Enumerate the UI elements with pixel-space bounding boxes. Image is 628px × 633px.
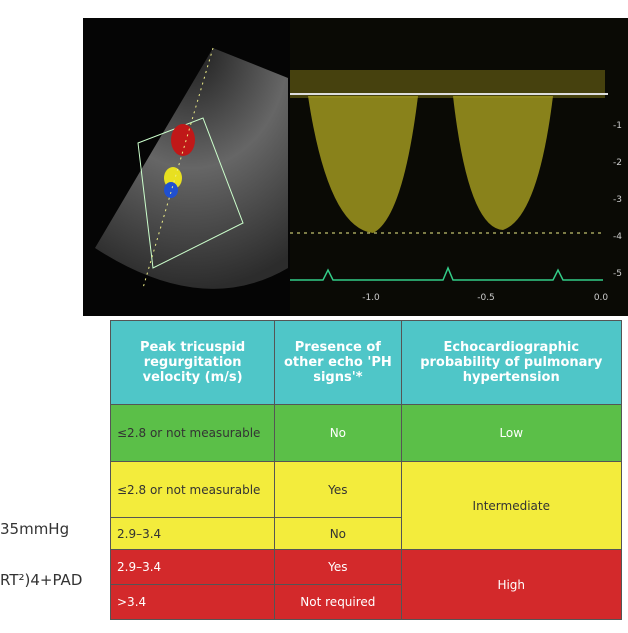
- ecg-trace: [290, 266, 603, 281]
- doppler-envelope: [308, 96, 418, 233]
- echo-label: 0.0: [594, 293, 609, 303]
- echo-label: -0.5: [477, 293, 495, 303]
- echo-label: -3: [613, 195, 622, 205]
- echo-label: -5: [613, 269, 622, 279]
- echo-label: -1: [613, 121, 622, 131]
- cell: ≤2.8 or not measurable: [109, 404, 276, 462]
- cell: Low: [400, 404, 623, 462]
- header-cell: Presence of other echo 'PH signs'*: [274, 320, 402, 405]
- cell: >3.4: [109, 584, 276, 620]
- echo-sector: [95, 48, 288, 289]
- cell: No: [274, 517, 402, 550]
- echo-label: -2: [613, 158, 622, 168]
- doppler-envelope: [453, 96, 553, 230]
- echo-label: -1.0: [362, 293, 380, 303]
- cell: ≤2.8 or not measurable: [109, 461, 276, 518]
- cell: No: [274, 404, 402, 462]
- color-flow: [171, 124, 195, 156]
- cell: 2.9–3.4: [109, 549, 276, 585]
- echo-image: -1 -2 -3 -4 -5 -1.0 -0.5 0.0: [83, 18, 628, 316]
- cell: Yes: [274, 461, 402, 518]
- cell: Yes: [274, 549, 402, 585]
- header-cell: Peak tricuspid regurgitation velocity (m…: [109, 320, 276, 405]
- cell: Intermediate: [400, 461, 623, 550]
- header-cell: Echocardiographic probability of pulmona…: [400, 320, 623, 405]
- cell: 2.9–3.4: [109, 517, 276, 550]
- cell: Not required: [274, 584, 402, 620]
- side-text: RT²)4+PAD: [0, 571, 83, 589]
- probability-table: Peak tricuspid regurgitation velocity (m…: [109, 320, 623, 620]
- side-text: 35mmHg: [0, 520, 70, 538]
- color-flow: [164, 182, 178, 198]
- echo-label: -4: [613, 232, 622, 242]
- cell: High: [400, 549, 623, 620]
